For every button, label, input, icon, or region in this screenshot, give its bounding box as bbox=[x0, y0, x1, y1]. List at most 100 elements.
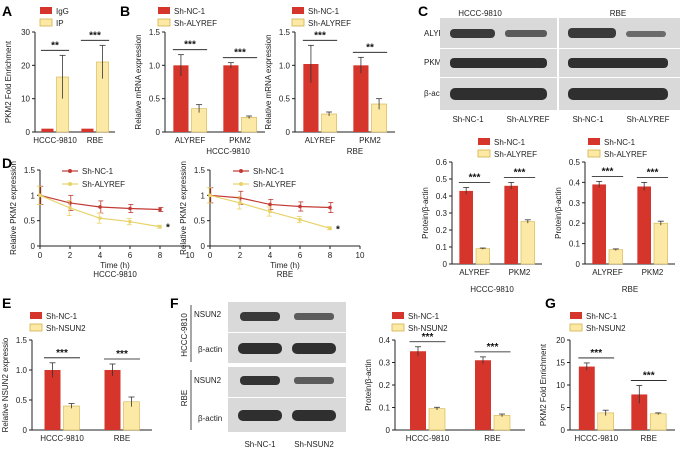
chart-d-hccc: 0 0.5 1 1.5 Relative PKM2 expression 0 2 4 6 8 10 T… bbox=[9, 161, 195, 279]
chart-g-y-tick-label: 10 bbox=[556, 381, 565, 390]
blot-c-lane-label-2: Sh-ALYREF bbox=[507, 115, 550, 124]
chart-c2-y-label: Protein/β-actin bbox=[554, 187, 563, 239]
chart-d1-subtitle: HCCC-9810 bbox=[93, 270, 137, 279]
legend-swatch-shnsun2-e bbox=[29, 323, 43, 332]
legend-shnc-e: Sh-NC-1 bbox=[46, 312, 78, 321]
chart-c2-bar bbox=[637, 186, 651, 264]
legend-marker-shnc-d1 bbox=[68, 169, 72, 173]
chart-c2-bar bbox=[592, 184, 606, 264]
chart-g-sig-label: *** bbox=[643, 370, 655, 381]
legend-shnc-d2: Sh-NC-1 bbox=[253, 167, 285, 176]
blot-f-row-nsun2-2: NSUN2 bbox=[194, 376, 222, 385]
chart-d2-x-tick-label: 4 bbox=[268, 251, 273, 260]
chart-a-y-label: PKM2 Fold Enrichment bbox=[4, 40, 13, 123]
chart-d2-x-tick-label: 10 bbox=[356, 251, 365, 260]
panel-label-c: C bbox=[418, 3, 428, 19]
chart-d2-point bbox=[268, 202, 272, 207]
chart-b1-y-tick-label: 0.5 bbox=[149, 95, 161, 104]
band-c-alyref-2 bbox=[505, 30, 547, 37]
chart-e-y-tick-label: 0 bbox=[23, 426, 28, 435]
blot-f-group-rbe: RBE bbox=[180, 390, 189, 406]
chart-d1-y-tick-label: 0 bbox=[31, 242, 36, 251]
chart-c2-category-label: ALYREF bbox=[592, 268, 623, 277]
band-c-bactin-1 bbox=[450, 88, 547, 100]
chart-b2-sig-label: *** bbox=[314, 30, 326, 41]
blot-c-row-bactin: β-actin bbox=[424, 89, 448, 98]
panel-label-b: B bbox=[120, 3, 130, 19]
chart-e-category-label: RBE bbox=[114, 434, 130, 443]
band-f-nsun2-rbe-1 bbox=[240, 376, 280, 385]
chart-d2-point bbox=[328, 205, 332, 210]
chart-c1-y-tick-label: 0.4 bbox=[436, 192, 448, 201]
chart-c1-sig-label: *** bbox=[469, 173, 481, 184]
chart-d1-x-tick-label: 2 bbox=[68, 251, 73, 260]
chart-g-category-label: HCCC-9810 bbox=[574, 434, 618, 443]
blot-c-lane-label-3: Sh-NC-1 bbox=[572, 115, 604, 124]
chart-d2-y-tick-label: 1 bbox=[201, 191, 206, 200]
chart-e-category-label: HCCC-9810 bbox=[40, 434, 84, 443]
chart-f-sig-label: *** bbox=[422, 332, 434, 343]
chart-d1-x-label: Time (h) bbox=[100, 261, 130, 270]
chart-b2-y-tick-label: 1.0 bbox=[279, 61, 291, 70]
chart-b2-y-label: Relative mRNA expression bbox=[264, 34, 273, 129]
chart-g-y-label: PKM2 Fold Enrichment bbox=[539, 343, 548, 426]
chart-f-bar bbox=[493, 415, 511, 431]
panel-label-f: F bbox=[170, 295, 179, 311]
legend-swatch-shnc-c1 bbox=[478, 138, 490, 145]
chart-f-y-tick-label: 0.2 bbox=[379, 381, 391, 390]
chart-d2-y-label: Relative PKM2 expression bbox=[179, 161, 188, 255]
chart-g-y-tick-label: 15 bbox=[556, 359, 565, 368]
legend-shnc-c1: Sh-NC-1 bbox=[494, 138, 526, 147]
chart-d1-point bbox=[38, 193, 42, 198]
chart-b2-category-label: PKM2 bbox=[359, 136, 381, 145]
b-group-rbe: RBE bbox=[347, 147, 363, 156]
blot-c-lane-label-4: Sh-ALYREF bbox=[627, 115, 670, 124]
chart-d1-y-tick-label: 0.5 bbox=[24, 217, 36, 226]
chart-e-y-tick-label: 1.5 bbox=[16, 336, 28, 345]
chart-e-y-tick-label: 1.0 bbox=[16, 366, 28, 375]
chart-a-sig-label: ** bbox=[51, 40, 59, 51]
chart-f-category-label: RBE bbox=[484, 434, 500, 443]
band-c-alyref-1 bbox=[450, 29, 495, 38]
chart-d2-subtitle: RBE bbox=[277, 270, 293, 279]
chart-b2-bar bbox=[353, 65, 369, 132]
legend-shalyref-b2: Sh-ALYREF bbox=[308, 19, 351, 28]
chart-d2-x-tick-label: 8 bbox=[328, 251, 333, 260]
chart-b2-sig-label: ** bbox=[366, 42, 374, 53]
chart-e-y-tick-label: 0.5 bbox=[16, 396, 28, 405]
chart-a-sig-label: *** bbox=[89, 30, 101, 41]
band-f-bactin-hccc-1 bbox=[238, 343, 282, 354]
chart-c1-bar bbox=[475, 248, 490, 265]
chart-d1-y-label: Relative PKM2 expression bbox=[9, 161, 18, 255]
chart-d1-point bbox=[98, 216, 102, 220]
chart-c-rbe: 0 0.1 0.2 0.3 0.4 0.5 Protein/β-actin ALYREF ***… bbox=[554, 158, 675, 277]
chart-b2-y-tick-label: 1.5 bbox=[279, 28, 291, 37]
legend-shnc-c2: Sh-NC-1 bbox=[604, 138, 636, 147]
chart-c2-category-label: PKM2 bbox=[642, 268, 664, 277]
blot-c-col-rbe: RBE bbox=[610, 9, 626, 18]
legend-swatch-shalyref-b1 bbox=[157, 18, 171, 27]
chart-g-y-tick-label: 20 bbox=[556, 336, 565, 345]
legend-swatch-shalyref-c2 bbox=[587, 149, 601, 158]
chart-d1-point bbox=[158, 207, 162, 212]
chart-c1-bar bbox=[520, 221, 535, 265]
chart-d1-sig-label: * bbox=[166, 223, 170, 234]
chart-c1-category-label: PKM2 bbox=[509, 268, 531, 277]
legend-marker-shalyref-d1 bbox=[68, 182, 72, 186]
legend-shnsun2-f: Sh-NSUN2 bbox=[408, 324, 448, 333]
chart-d2-x-tick-label: 0 bbox=[208, 251, 213, 260]
legend-marker-shalyref-d2 bbox=[239, 182, 243, 186]
chart-e-bar bbox=[104, 370, 121, 430]
legend-swatch-shnc-c2 bbox=[588, 138, 600, 145]
chart-c1-y-tick-label: 0.3 bbox=[436, 209, 448, 218]
chart-d2-point bbox=[238, 201, 242, 205]
chart-d2-point bbox=[208, 193, 212, 198]
chart-a-y-tick-label: 0 bbox=[26, 128, 31, 137]
chart-a-y-tick-label: 10 bbox=[21, 95, 30, 104]
legend-shalyref-d2: Sh-ALYREF bbox=[253, 180, 296, 189]
legend-swatch-shnsun2-g bbox=[569, 323, 583, 332]
chart-d2-point bbox=[298, 217, 302, 222]
blot-f-row-bactin-2: β-actin bbox=[198, 414, 222, 423]
chart-a-category-label: RBE bbox=[87, 136, 103, 145]
chart-d1-x-tick-label: 8 bbox=[158, 251, 163, 260]
